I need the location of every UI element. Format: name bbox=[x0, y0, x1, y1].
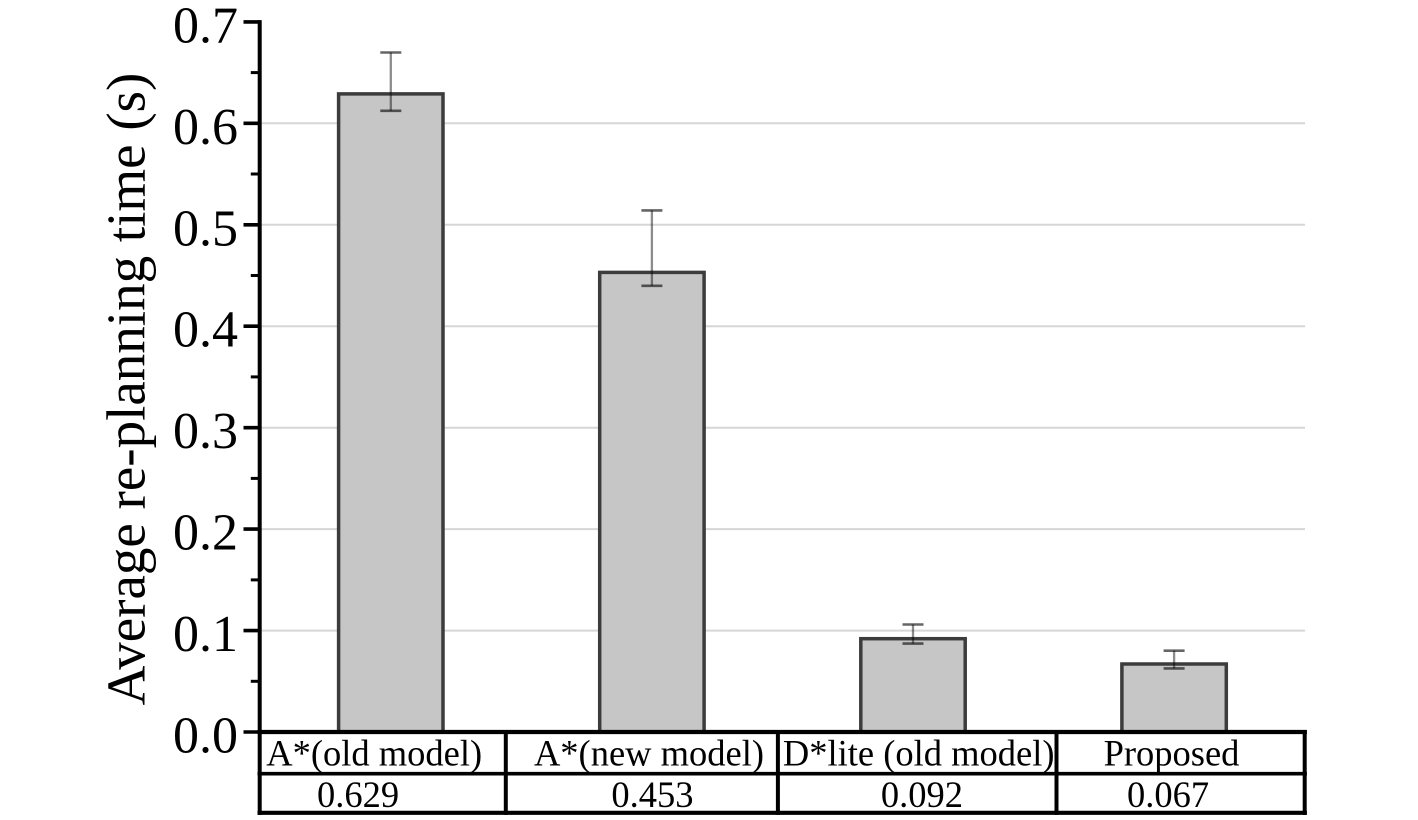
svg-text:0.7: 0.7 bbox=[173, 0, 238, 54]
svg-text:Average re-planning time (s): Average re-planning time (s) bbox=[96, 73, 157, 706]
svg-text:A*(old model): A*(old model) bbox=[266, 733, 482, 774]
svg-text:0.3: 0.3 bbox=[173, 403, 238, 460]
svg-text:0.5: 0.5 bbox=[173, 200, 238, 257]
svg-text:0.0: 0.0 bbox=[173, 708, 238, 765]
svg-text:Proposed: Proposed bbox=[1104, 733, 1240, 774]
svg-text:0.6: 0.6 bbox=[173, 99, 238, 156]
svg-text:0.453: 0.453 bbox=[611, 774, 693, 815]
svg-text:D*lite (old model): D*lite (old model) bbox=[783, 733, 1055, 774]
svg-text:0.067: 0.067 bbox=[1127, 774, 1209, 815]
svg-text:0.4: 0.4 bbox=[173, 302, 238, 359]
svg-text:0.2: 0.2 bbox=[173, 505, 238, 562]
svg-text:0.092: 0.092 bbox=[881, 774, 963, 815]
svg-text:A*(new model): A*(new model) bbox=[534, 733, 764, 774]
svg-text:0.1: 0.1 bbox=[173, 606, 238, 663]
svg-text:0.629: 0.629 bbox=[317, 774, 399, 815]
